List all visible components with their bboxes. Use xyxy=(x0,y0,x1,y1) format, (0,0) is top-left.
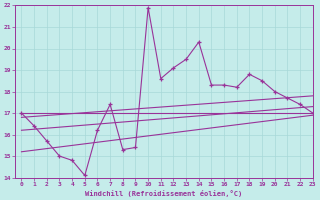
X-axis label: Windchill (Refroidissement éolien,°C): Windchill (Refroidissement éolien,°C) xyxy=(85,190,243,197)
